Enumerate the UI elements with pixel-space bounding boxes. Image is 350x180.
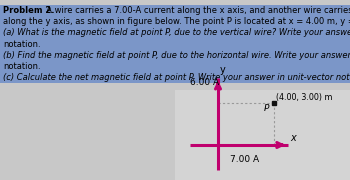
Text: notation.: notation.	[3, 40, 41, 49]
Bar	[0, 39, 350, 50]
Text: along the y axis, as shown in figure below. The point P is located at x = 4.00 m: along the y axis, as shown in figure bel…	[3, 17, 350, 26]
Text: 6.00 A: 6.00 A	[190, 78, 219, 87]
Bar	[0, 27, 350, 39]
Text: (a) What is the magnetic field at point P, due to the vertical wire? Write your : (a) What is the magnetic field at point …	[3, 28, 350, 37]
Text: y: y	[220, 65, 226, 75]
Text: 7.00 A: 7.00 A	[230, 154, 259, 163]
Text: (c) Calculate the net magnetic field at point P. Write your answer in unit-vecto: (c) Calculate the net magnetic field at …	[3, 73, 350, 82]
Text: P: P	[264, 104, 270, 113]
Bar	[175, 90, 350, 180]
Text: x: x	[290, 133, 296, 143]
Bar	[0, 50, 350, 61]
Text: A wire carries a 7.00-A current along the x axis, and another wire carries a 6.0: A wire carries a 7.00-A current along th…	[41, 6, 350, 15]
Bar	[0, 16, 350, 27]
Text: Problem 2.: Problem 2.	[3, 6, 55, 15]
Bar	[0, 61, 350, 72]
Bar	[0, 5, 350, 16]
Bar	[0, 72, 350, 83]
Text: notation.: notation.	[3, 62, 41, 71]
Text: (b) Find the magnetic field at point P, due to the horizontal wire. Write your a: (b) Find the magnetic field at point P, …	[3, 51, 350, 60]
Text: (4.00, 3.00) m: (4.00, 3.00) m	[276, 93, 332, 102]
